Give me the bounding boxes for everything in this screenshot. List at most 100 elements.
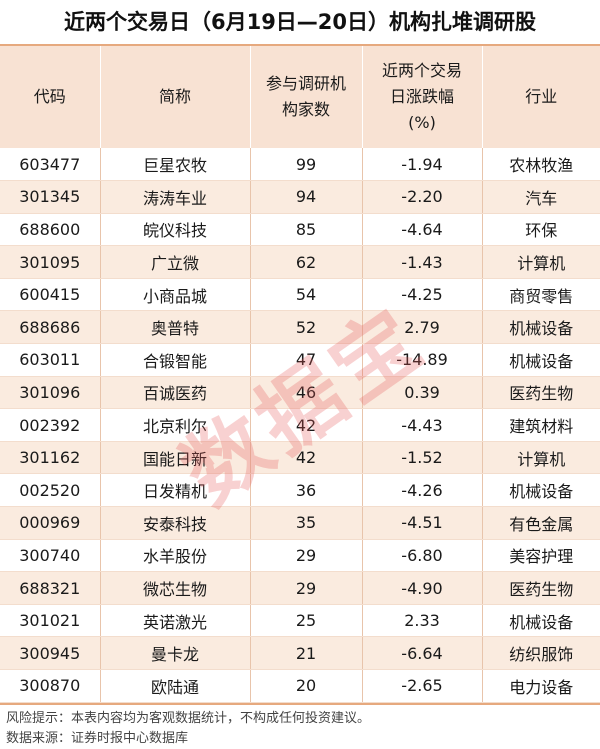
table-row: 688600 皖仪科技 85 -4.64 环保 [0, 213, 600, 247]
cell-code: 603477 [0, 148, 101, 182]
cell-code: 300945 [0, 636, 101, 670]
cell-institution-count: 25 [250, 604, 363, 638]
cell-code: 002392 [0, 408, 101, 442]
cell-institution-count: 54 [250, 278, 363, 312]
cell-institution-count: 29 [250, 571, 363, 605]
table-row: 603011 合锻智能 47 -14.89 机械设备 [0, 343, 600, 377]
table-row: 301095 广立微 62 -1.43 计算机 [0, 245, 600, 279]
data-table: 代码 简称 参与调研机 构家数 近两个交易 日涨跌幅 (%) 行业 603477… [0, 46, 600, 703]
table-row: 301021 英诺激光 25 2.33 机械设备 [0, 604, 600, 638]
cell-name: 广立微 [100, 245, 251, 279]
cell-price-change: -6.80 [362, 539, 483, 573]
header-code: 代码 [0, 46, 101, 148]
cell-code: 688600 [0, 213, 101, 247]
cell-code: 301095 [0, 245, 101, 279]
cell-price-change: -2.65 [362, 669, 483, 703]
header-change-line2: 日涨跌幅 [389, 87, 454, 106]
cell-institution-count: 99 [250, 148, 363, 182]
table-row: 300870 欧陆通 20 -2.65 电力设备 [0, 669, 600, 703]
cell-industry: 计算机 [482, 441, 600, 475]
cell-code: 301162 [0, 441, 101, 475]
cell-institution-count: 36 [250, 473, 363, 508]
cell-name: 皖仪科技 [100, 213, 251, 247]
cell-industry: 机械设备 [482, 343, 600, 377]
cell-name: 合锻智能 [100, 343, 251, 377]
header-institution-count: 参与调研机 构家数 [250, 46, 363, 148]
table-row: 301096 百诚医药 46 0.39 医药生物 [0, 376, 600, 410]
cell-price-change: -1.52 [362, 441, 483, 475]
table-row: 603477 巨星农牧 99 -1.94 农林牧渔 [0, 148, 600, 182]
header-name: 简称 [100, 46, 251, 148]
cell-name: 水羊股份 [100, 539, 251, 573]
cell-code: 301096 [0, 376, 101, 410]
cell-code: 688686 [0, 310, 101, 345]
cell-industry: 农林牧渔 [482, 148, 600, 182]
header-count-line1: 参与调研机 [265, 74, 346, 93]
table-row: 301345 涛涛车业 94 -2.20 汽车 [0, 180, 600, 214]
cell-name: 欧陆通 [100, 669, 251, 703]
table-row: 600415 小商品城 54 -4.25 商贸零售 [0, 278, 600, 312]
header-change-line1: 近两个交易 [381, 61, 462, 80]
cell-institution-count: 42 [250, 408, 363, 442]
cell-code: 000969 [0, 506, 101, 540]
cell-industry: 建筑材料 [482, 408, 600, 442]
header-change-line3: (%) [408, 113, 436, 132]
table-row: 002392 北京利尔 42 -4.43 建筑材料 [0, 408, 600, 442]
cell-institution-count: 94 [250, 180, 363, 214]
cell-name: 涛涛车业 [100, 180, 251, 214]
cell-institution-count: 29 [250, 539, 363, 573]
cell-institution-count: 47 [250, 343, 363, 377]
cell-price-change: -4.90 [362, 571, 483, 605]
table-row: 000969 安泰科技 35 -4.51 有色金属 [0, 506, 600, 540]
table-row: 002520 日发精机 36 -4.26 机械设备 [0, 473, 600, 508]
cell-price-change: -4.25 [362, 278, 483, 312]
cell-industry: 机械设备 [482, 604, 600, 638]
cell-industry: 医药生物 [482, 376, 600, 410]
cell-price-change: -4.64 [362, 213, 483, 247]
header-count-line2: 构家数 [281, 100, 330, 119]
cell-institution-count: 52 [250, 310, 363, 345]
cell-code: 603011 [0, 343, 101, 377]
cell-name: 安泰科技 [100, 506, 251, 540]
cell-name: 奥普特 [100, 310, 251, 345]
cell-name: 英诺激光 [100, 604, 251, 638]
cell-industry: 医药生物 [482, 571, 600, 605]
table-body: 603477 巨星农牧 99 -1.94 农林牧渔 301345 涛涛车业 94 -2.20 汽车… [0, 148, 600, 703]
header-price-change: 近两个交易 日涨跌幅 (%) [362, 46, 483, 148]
cell-code: 600415 [0, 278, 101, 312]
cell-price-change: 2.33 [362, 604, 483, 638]
cell-institution-count: 62 [250, 245, 363, 279]
cell-institution-count: 21 [250, 636, 363, 670]
cell-price-change: -4.51 [362, 506, 483, 540]
table-title: 近两个交易日（6月19日—20日）机构扎堆调研股 [0, 0, 600, 46]
cell-industry: 纺织服饰 [482, 636, 600, 670]
cell-price-change: -14.89 [362, 343, 483, 377]
cell-industry: 汽车 [482, 180, 600, 214]
cell-name: 北京利尔 [100, 408, 251, 442]
table-row: 300740 水羊股份 29 -6.80 美容护理 [0, 539, 600, 573]
cell-institution-count: 42 [250, 441, 363, 475]
data-source: 数据来源：证券时报中心数据库 [6, 730, 189, 746]
cell-price-change: -1.43 [362, 245, 483, 279]
cell-institution-count: 85 [250, 213, 363, 247]
cell-price-change: -6.64 [362, 636, 483, 670]
cell-institution-count: 35 [250, 506, 363, 540]
cell-industry: 美容护理 [482, 539, 600, 573]
cell-industry: 商贸零售 [482, 278, 600, 312]
cell-price-change: -1.94 [362, 148, 483, 182]
cell-name: 微芯生物 [100, 571, 251, 605]
cell-code: 300870 [0, 669, 101, 703]
cell-price-change: -4.26 [362, 473, 483, 508]
cell-institution-count: 20 [250, 669, 363, 703]
cell-code: 301345 [0, 180, 101, 214]
cell-name: 曼卡龙 [100, 636, 251, 670]
cell-price-change: -2.20 [362, 180, 483, 214]
cell-code: 002520 [0, 473, 101, 508]
cell-institution-count: 46 [250, 376, 363, 410]
cell-name: 国能日新 [100, 441, 251, 475]
cell-industry: 有色金属 [482, 506, 600, 540]
table-row: 301162 国能日新 42 -1.52 计算机 [0, 441, 600, 475]
header-row: 代码 简称 参与调研机 构家数 近两个交易 日涨跌幅 (%) 行业 [0, 46, 600, 148]
cell-price-change: 2.79 [362, 310, 483, 345]
risk-disclaimer: 风险提示：本表内容均为客观数据统计，不构成任何投资建议。 [6, 710, 371, 726]
